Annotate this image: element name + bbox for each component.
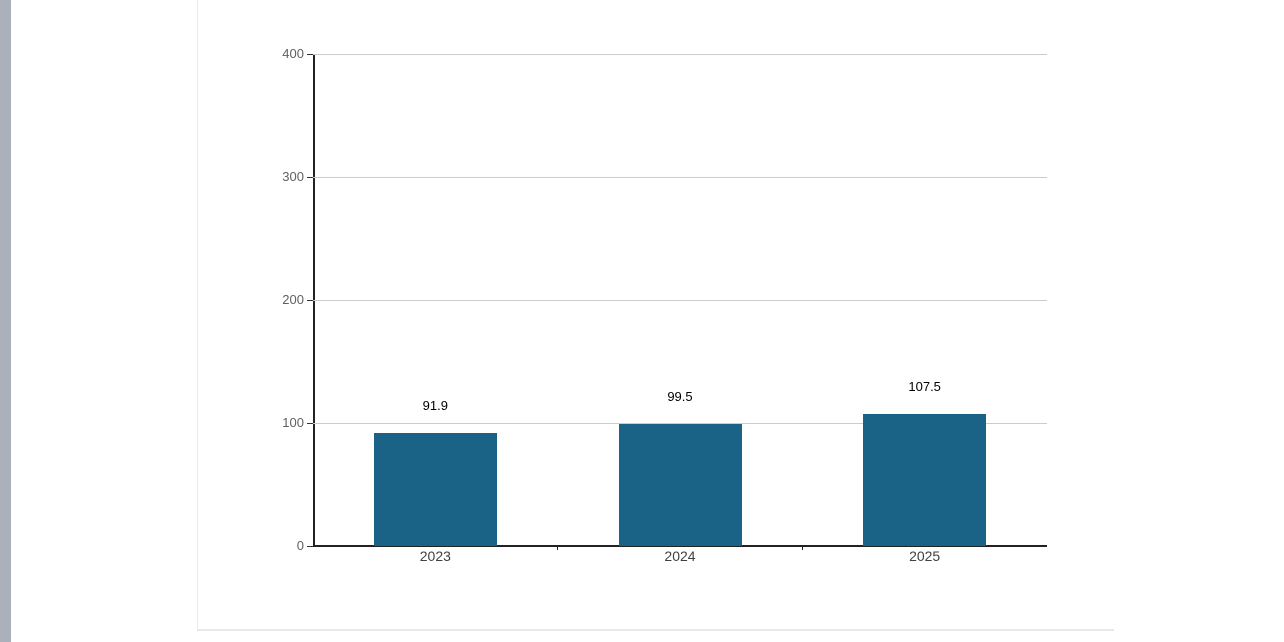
x-category-label: 2023 [419,548,451,564]
y-axis-tick [307,422,313,424]
x-axis-tick [557,546,559,550]
y-tick-label: 300 [282,169,304,184]
x-axis-tick [801,546,803,550]
y-tick-label: 200 [282,292,304,307]
gridline [313,53,1047,55]
bar-value-label: 99.5 [667,388,693,404]
x-axis [313,545,1047,547]
bar-value-label: 107.5 [908,378,941,394]
gridline [313,422,1047,424]
y-axis-tick [307,299,313,301]
chart-card: 0 100 200 300 400 91.9 2023 99.5 2024 107.5 2025 [197,0,1114,631]
y-axis-tick [307,53,313,55]
x-category-label: 2024 [664,548,696,564]
bar-value-label: 91.9 [422,397,448,413]
y-axis-tick [307,545,313,547]
bar [618,423,742,546]
plot-area: 0 100 200 300 400 91.9 2023 99.5 2024 107.5 2025 [282,46,1047,564]
vertical-scrollbar[interactable] [0,0,11,642]
bar [373,432,497,546]
gridline [313,299,1047,301]
bar [863,413,987,546]
gridline [313,176,1047,178]
y-tick-label: 0 [296,538,304,553]
y-tick-label: 100 [282,415,304,430]
x-category-label: 2025 [909,548,941,564]
y-tick-label: 400 [282,46,304,61]
y-axis-tick [307,176,313,178]
